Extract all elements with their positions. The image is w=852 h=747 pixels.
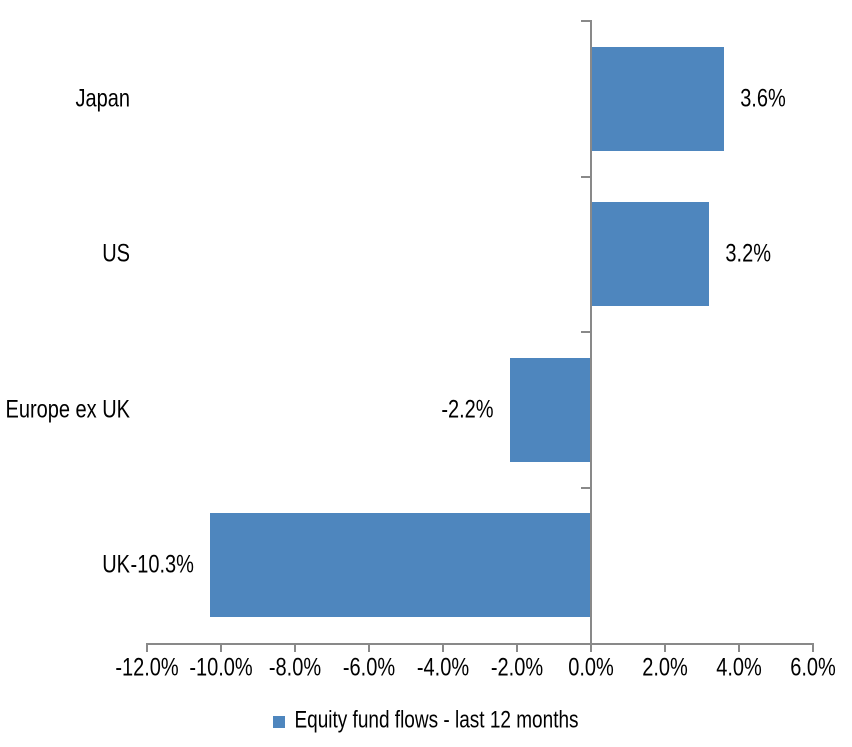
x-tick-label: -12.0%	[115, 654, 179, 682]
category-tick	[581, 486, 590, 489]
x-tick	[738, 643, 740, 652]
category-label: UK	[102, 551, 130, 580]
category-label: Japan	[75, 85, 131, 113]
x-tick	[812, 643, 814, 652]
x-tick-label: -8.0%	[268, 654, 322, 682]
category-label: Europe ex UK	[5, 396, 130, 424]
x-tick-label: 0.0%	[568, 654, 614, 682]
x-tick-label: -4.0%	[416, 654, 470, 682]
legend-label: Equity fund flows - last 12 months	[294, 707, 579, 734]
x-tick-label: -6.0%	[342, 654, 396, 682]
x-tick	[442, 643, 444, 652]
category-tick	[581, 175, 590, 178]
bar	[591, 46, 725, 151]
x-tick-label: 6.0%	[790, 654, 836, 682]
legend-marker-icon	[273, 716, 286, 728]
value-label: -10.3%	[130, 551, 194, 580]
x-tick-label: -10.0%	[189, 654, 253, 682]
category-label: US	[102, 240, 130, 269]
x-tick-label: 4.0%	[716, 654, 762, 682]
value-label: 3.2%	[725, 240, 771, 269]
x-tick	[516, 643, 518, 652]
x-tick	[294, 643, 296, 652]
x-tick	[146, 643, 148, 652]
category-tick	[581, 331, 590, 333]
x-tick-label: -2.0%	[490, 654, 544, 682]
x-tick	[368, 643, 370, 652]
x-axis-line	[146, 643, 814, 645]
legend: Equity fund flows - last 12 months	[0, 705, 852, 737]
zero-axis-line	[590, 20, 592, 652]
value-label: -2.2%	[441, 396, 494, 424]
bar	[509, 357, 591, 462]
x-tick	[664, 643, 666, 652]
bar	[209, 513, 591, 618]
x-tick-label: 2.0%	[642, 654, 688, 682]
value-label: 3.6%	[740, 85, 786, 113]
category-tick	[581, 20, 590, 22]
x-tick	[220, 643, 222, 652]
bar	[591, 202, 710, 307]
